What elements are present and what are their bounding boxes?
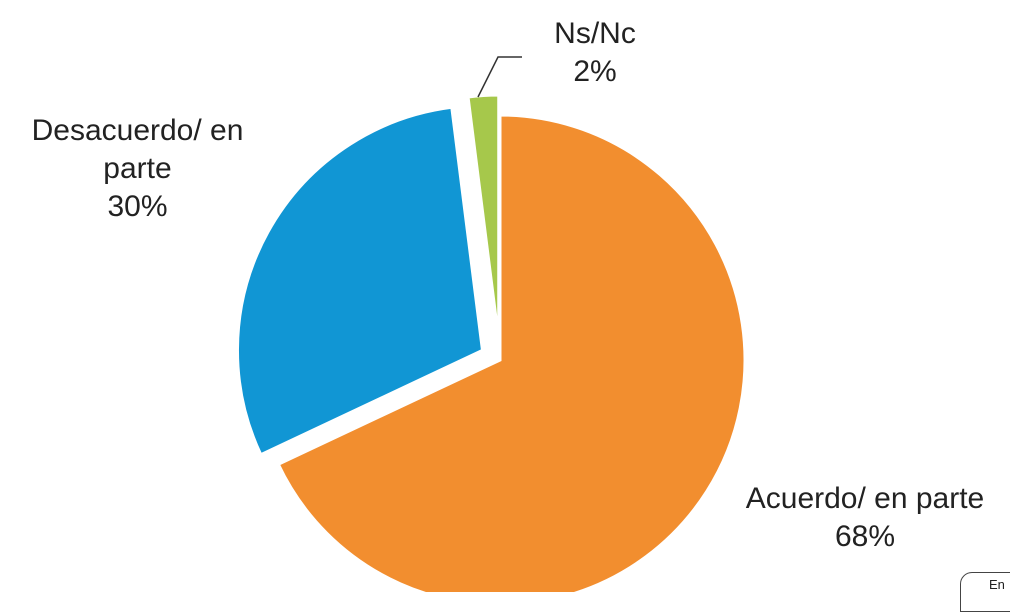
leader-line [477,56,522,98]
value-label: 30% [107,190,168,223]
value-label: 68% [834,520,896,553]
value-label: 2% [573,55,617,88]
category-label: Acuerdo/ en parte [745,482,985,515]
chart [236,56,747,592]
slice-label: Acuerdo/ en parte 68% [720,480,1010,556]
corner-button[interactable]: En [960,572,1010,612]
pie-slice [466,93,501,341]
pie-slice [236,105,485,457]
pie-slice [276,113,747,592]
category-label: Desacuerdo/ en parte [31,114,244,185]
slice-label: Desacuerdo/ en parte 30% [0,112,275,226]
slice-label: Ns/Nc 2% [500,15,690,91]
page: Acuerdo/ en parte 68% Desacuerdo/ en par… [0,15,1010,612]
category-label: Ns/Nc [554,17,636,50]
